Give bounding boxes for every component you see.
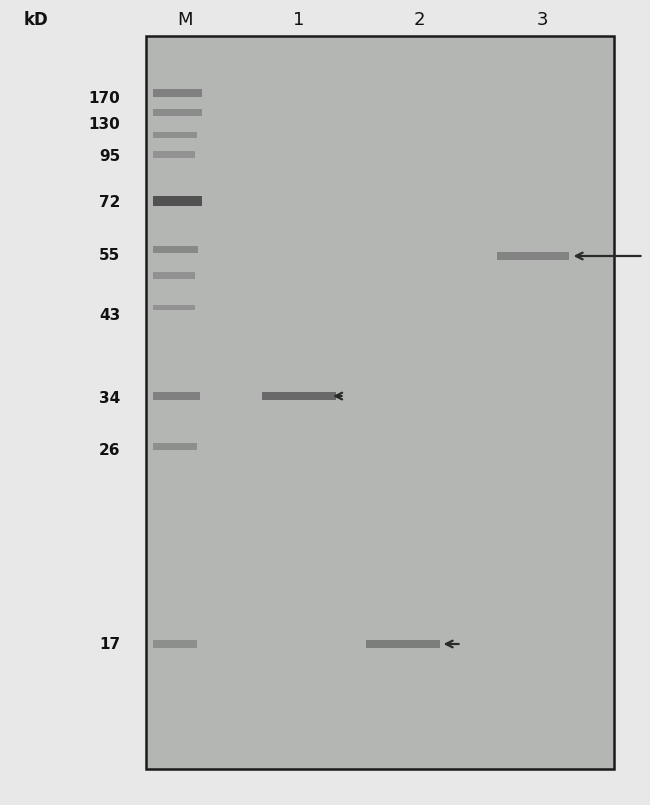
Text: 2: 2: [413, 11, 425, 29]
Bar: [153, 89, 202, 97]
Text: 34: 34: [99, 391, 120, 406]
Text: kD: kD: [23, 11, 48, 29]
Text: 17: 17: [99, 637, 120, 651]
Text: 3: 3: [537, 11, 549, 29]
Bar: [153, 109, 202, 116]
Bar: [365, 640, 441, 648]
Bar: [153, 151, 195, 158]
Text: 95: 95: [99, 150, 120, 164]
Bar: [146, 36, 614, 769]
Text: 130: 130: [88, 118, 120, 132]
Bar: [153, 196, 202, 206]
Text: M: M: [177, 11, 193, 29]
Bar: [261, 391, 337, 400]
Text: 1: 1: [293, 11, 305, 29]
Text: 72: 72: [99, 196, 120, 210]
Bar: [153, 272, 195, 279]
Bar: [153, 304, 195, 310]
Bar: [153, 641, 197, 647]
Bar: [153, 246, 198, 253]
Bar: [153, 132, 197, 138]
Text: 43: 43: [99, 308, 120, 323]
Bar: [153, 443, 197, 450]
Bar: [497, 252, 569, 260]
Bar: [153, 392, 200, 400]
Text: 55: 55: [99, 249, 120, 263]
Text: 170: 170: [88, 91, 120, 105]
Text: 26: 26: [99, 444, 120, 458]
